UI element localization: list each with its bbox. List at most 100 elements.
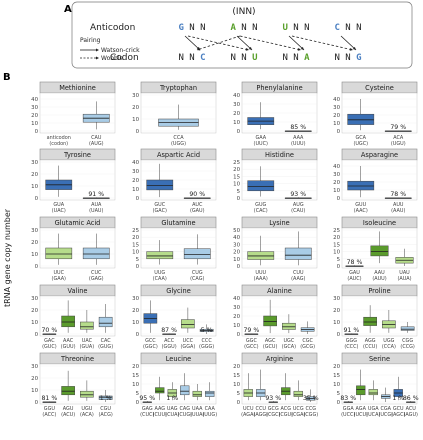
plot-area [341,159,418,201]
y-tick-label: 30 [333,172,340,178]
x-tick-sublabel: (GAU) [190,208,205,214]
x-tick-sublabel: (UCG) [378,412,393,418]
x-tick-sublabel: (CGC) [266,412,281,418]
box-gca [347,99,375,131]
box-guu [347,166,375,198]
panel-title: Phenylalanine [256,84,302,92]
codon-0-rest: N N [178,53,200,63]
box-agc [263,299,277,334]
y-tick-label: 40 [333,164,340,170]
panel-asparagine: Asparagine 0 10 20 30 40 GUU(AAC) AUU(AAU) 78 % [333,148,418,214]
legend-wc-arrow [96,48,99,52]
box-body [356,385,366,396]
anticodon-2: U N N [282,23,309,33]
panel-title: Glycine [166,287,191,295]
inn-label: (INN) [232,7,255,17]
panel-methionine: Methionine 0 10 20 30 40 anticodon(codon) CAU(A… [31,81,116,147]
y-tick-label: 40 [31,97,38,103]
codon-3: N N G [334,53,361,63]
y-tick-label: 0 [337,264,341,270]
x-tick-label: GUG [255,202,266,208]
wobble-arrow-0-head [245,47,249,51]
panel-title: Methionine [59,84,96,92]
x-tick-label: ACG [281,406,292,412]
percent-label: 78 % [390,191,406,198]
box-plot-grid: Methionine010203040anticodon(codon)CAU(A… [31,81,419,418]
box-body [282,322,296,330]
wc-arrow-3-head [352,46,356,50]
box-aga [356,369,366,401]
x-tick-sublabel: (CGG) [303,412,318,418]
y-tick-label: 0 [337,129,341,135]
y-tick-label: 20 [333,180,340,186]
wobble-arrow-3-head [297,47,301,51]
x-tick-sublabel: (UUA) [190,412,204,418]
x-tick-sublabel: (CGA) [291,412,305,418]
y-tick-label: 5 [136,257,139,263]
percent-label: 5 % [201,327,213,334]
anticodon-2-rest: N N [288,23,310,33]
y-tick-label: 20 [31,240,38,246]
box-body [61,315,75,328]
y-tick-label: 0 [237,129,241,135]
panel-threonine: Threonine 0 10 20 30 GGU(ACC) AGU(ACU) UGU(ACA)… [31,352,116,418]
x-tick-label: CCA [173,135,184,141]
y-tick-label: 15 [233,174,240,180]
panel-leucine: Leucine05101520GAG(CUC)AAG(CUU)UAG(CUA)C… [132,352,217,418]
codon-label: Codon [110,53,139,63]
x-tick-sublabel: (ACA) [80,412,94,418]
y-tick-label: 0 [35,196,39,202]
y-tick-label: 0 [136,129,140,135]
x-tick-sublabel: (codon) [49,141,68,147]
y-tick-label: 10 [333,250,340,256]
y-tick-label: 20 [333,235,340,241]
x-tick-label: AUA [91,202,102,208]
y-tick-label: 0 [237,332,241,338]
y-tick-label: 10 [31,184,38,190]
x-tick-sublabel: (CUG) [177,412,192,418]
x-tick-sublabel: (CAU) [291,208,305,214]
box-uau [395,248,414,266]
x-tick-sublabel: (AUA) [397,276,411,282]
x-tick-sublabel: (UGU) [391,141,406,147]
x-tick-label: GUA [53,202,64,208]
y-tick-label: 30 [132,169,139,175]
box-body [80,321,94,330]
x-tick-sublabel: (AGG) [253,412,268,418]
x-tick-sublabel: (GUG) [98,344,113,350]
x-tick-label: AUU [393,202,404,208]
x-tick-sublabel: (GCC) [244,344,259,350]
y-tick-label: 20 [233,167,240,173]
panel-glutamic-acid: Glutamic Acid 0 10 20 30 UUC(GAA) CUC(GAG) [31,216,116,282]
panel-a-box [71,1,413,69]
y-tick-label: 20 [132,364,139,370]
y-tick-label: 10 [333,188,340,194]
percent-label: 70 % [42,327,58,334]
box-acc [162,333,176,335]
codon-1: N N U [230,53,257,63]
box-auc [183,197,211,199]
percent-label: 1 % [100,395,112,402]
x-tick-label: GAU [349,270,360,276]
plot-area [140,227,217,269]
box-body [368,389,378,396]
box-body [205,390,215,397]
y-tick-label: 20 [333,113,340,119]
percent-label: 90 % [189,191,205,198]
legend-wc-label: Watson-crick [101,47,140,54]
panel-title: Histidine [265,151,294,159]
anticodon-3-rest: N N [340,23,362,33]
box-aua [82,197,110,199]
box-body [370,245,389,257]
wc-arrow-0 [184,35,201,51]
wobble-arrow-0 [187,35,250,51]
box-body [98,395,113,400]
y-tick-label: 30 [333,105,340,111]
percent-label: 95 % [139,395,155,402]
wobble-arrow-1-head [197,47,201,51]
y-tick-label: 30 [233,102,240,108]
panel-title: Aspartic Acid [157,151,200,159]
plot-area [39,295,116,337]
